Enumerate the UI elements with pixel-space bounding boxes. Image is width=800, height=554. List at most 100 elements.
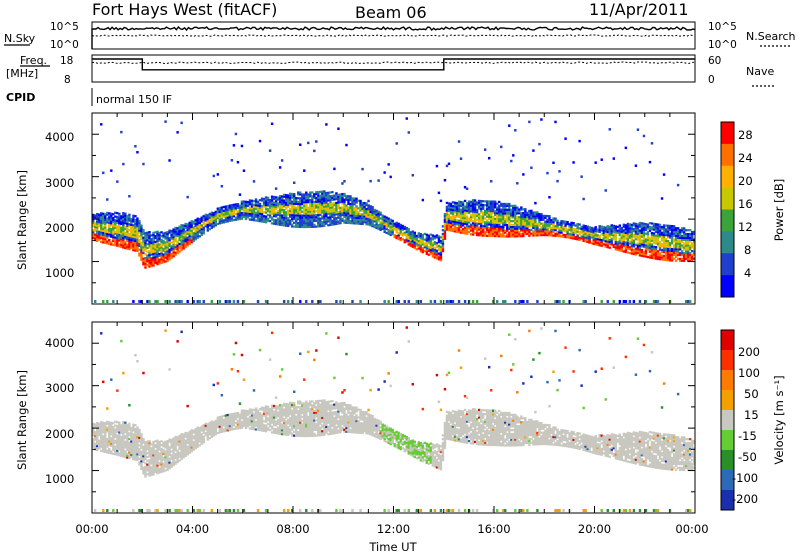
power-cell xyxy=(347,221,350,225)
power-cell xyxy=(114,238,117,241)
power-cell xyxy=(612,234,615,237)
velocity-cell xyxy=(172,446,175,450)
power-cell xyxy=(479,230,483,233)
velocity-cell xyxy=(136,451,139,454)
power-cell xyxy=(136,232,139,235)
power-cell xyxy=(290,210,294,213)
power-cell xyxy=(686,252,690,255)
velocity-cell xyxy=(124,442,127,445)
velocity-cell xyxy=(152,456,155,459)
power-cell xyxy=(618,232,622,235)
power-cell xyxy=(487,211,491,215)
power-cell xyxy=(504,218,507,221)
power-cell xyxy=(130,238,133,242)
power-cell xyxy=(329,220,332,223)
power-cell xyxy=(282,218,286,221)
power-cell xyxy=(514,235,517,238)
power-cell xyxy=(104,234,107,237)
power-cell xyxy=(104,216,107,220)
power-cell xyxy=(496,229,499,232)
power-cell xyxy=(192,228,195,231)
power-cell xyxy=(178,250,181,253)
power-cell xyxy=(548,217,551,220)
power-cell xyxy=(437,235,441,238)
power-cell xyxy=(526,221,529,224)
power-cell xyxy=(544,230,547,233)
power-cell xyxy=(337,201,340,204)
power-cell xyxy=(311,204,314,207)
power-cell xyxy=(228,212,232,215)
velocity-cell xyxy=(112,446,115,450)
power-cell xyxy=(680,246,684,249)
power-cell xyxy=(471,231,475,234)
power-cell xyxy=(250,211,254,214)
power-cell xyxy=(552,221,555,224)
power-cell xyxy=(92,223,95,226)
power-cell xyxy=(158,252,161,256)
power-cell xyxy=(250,205,254,208)
velocity-cell xyxy=(132,450,135,453)
velocity-cell xyxy=(142,470,145,473)
power-cell xyxy=(624,243,628,246)
power-cell xyxy=(164,237,167,240)
power-cell xyxy=(682,229,686,232)
power-cell xyxy=(361,205,364,208)
power-cell xyxy=(496,202,499,205)
power-cell xyxy=(162,253,165,256)
velocity-cell xyxy=(202,431,205,434)
velocity-cell xyxy=(106,420,109,423)
velocity-cell xyxy=(176,443,179,447)
power-cell xyxy=(524,213,527,217)
power-cell xyxy=(626,243,630,246)
velocity-cell xyxy=(112,443,115,446)
power-cell xyxy=(692,232,696,235)
power-cell xyxy=(321,224,324,228)
power-cell xyxy=(303,208,306,211)
power-cell xyxy=(377,216,380,219)
power-cell xyxy=(690,232,694,236)
power-cell xyxy=(479,219,483,222)
power-cell xyxy=(258,208,262,211)
velocity-cell xyxy=(114,434,117,437)
power-cell xyxy=(254,215,258,218)
power-cell xyxy=(439,251,443,254)
power-cell xyxy=(582,230,585,233)
power-cell xyxy=(284,207,288,210)
power-cell xyxy=(481,224,485,228)
power-cell xyxy=(258,199,262,202)
power-cell xyxy=(650,256,654,260)
power-cell xyxy=(421,247,425,250)
power-cell xyxy=(624,233,628,236)
power-cell xyxy=(417,241,421,244)
power-cell xyxy=(282,205,286,208)
power-cell xyxy=(616,225,620,229)
power-cell xyxy=(250,207,254,210)
power-cell xyxy=(427,253,431,256)
power-cell xyxy=(596,238,599,241)
power-cell xyxy=(644,251,648,254)
power-cell xyxy=(453,207,457,210)
power-cell xyxy=(504,220,507,223)
power-cell xyxy=(262,218,266,222)
power-cell xyxy=(120,245,123,249)
power-cell xyxy=(684,229,688,232)
power-cell xyxy=(206,223,209,226)
power-cell xyxy=(158,245,161,248)
power-cell xyxy=(489,215,493,218)
power-cell xyxy=(405,236,408,239)
power-cell xyxy=(684,242,688,245)
power-cell xyxy=(640,243,644,246)
power-cell xyxy=(284,195,288,199)
power-cell xyxy=(540,234,543,237)
power-cell xyxy=(510,231,513,234)
power-cell xyxy=(210,300,213,303)
power-cell xyxy=(278,217,282,221)
power-cell xyxy=(471,216,475,219)
power-cell xyxy=(190,233,193,236)
power-cell xyxy=(293,210,296,213)
velocity-cell xyxy=(148,453,151,456)
power-cell xyxy=(280,197,284,200)
velocity-cell xyxy=(146,459,149,462)
power-cell xyxy=(576,228,579,231)
velocity-cell xyxy=(96,422,99,425)
